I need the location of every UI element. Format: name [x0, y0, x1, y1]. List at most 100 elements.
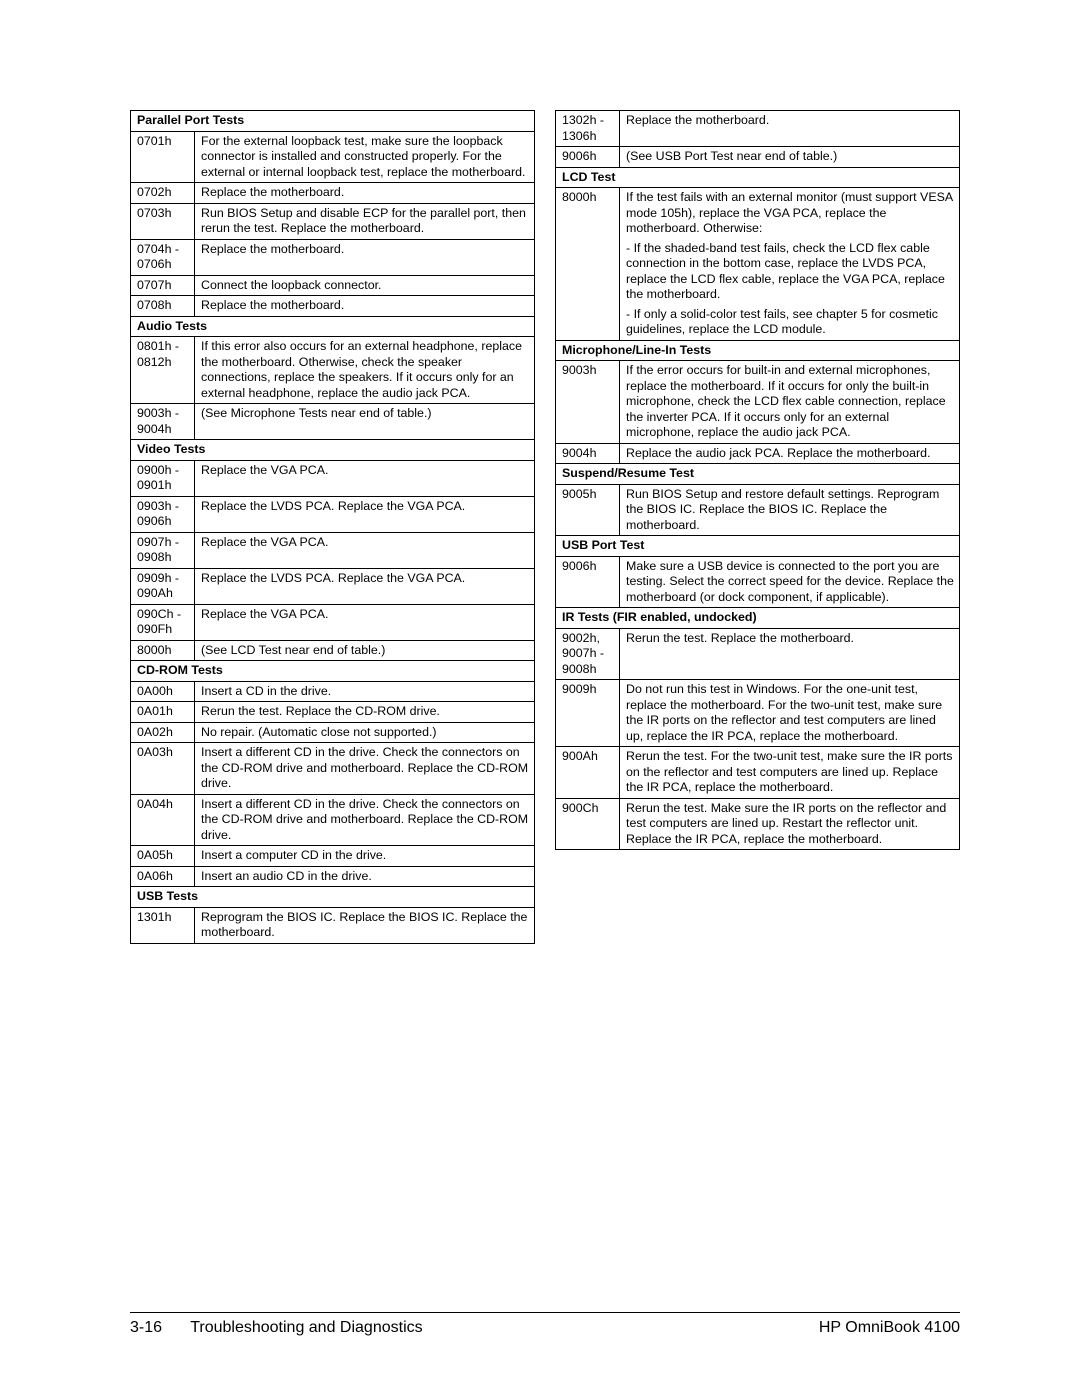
desc-cell: (See Microphone Tests near end of table.… — [195, 404, 535, 440]
table-row: USB Tests — [131, 887, 535, 908]
code-cell: 0A02h — [131, 722, 195, 743]
table-row: Suspend/Resume Test — [556, 464, 960, 485]
code-cell: 9002h, 9007h - 9008h — [556, 628, 620, 680]
desc-cell: If the error occurs for built-in and ext… — [620, 361, 960, 444]
table-row: Video Tests — [131, 440, 535, 461]
table-row: Parallel Port Tests — [131, 111, 535, 132]
table-row: 9006h(See USB Port Test near end of tabl… — [556, 147, 960, 168]
code-cell: 0909h - 090Ah — [131, 568, 195, 604]
code-cell: 9004h — [556, 443, 620, 464]
desc-cell: Replace the motherboard. — [195, 183, 535, 204]
desc-cell: Rerun the test. For the two-unit test, m… — [620, 747, 960, 799]
section-header-cell: Microphone/Line-In Tests — [556, 340, 960, 361]
code-cell: 0A05h — [131, 846, 195, 867]
table-row: 0701hFor the external loopback test, mak… — [131, 131, 535, 183]
right-table: 1302h - 1306hReplace the motherboard.900… — [555, 110, 960, 850]
table-row: 9009hDo not run this test in Windows. Fo… — [556, 680, 960, 747]
desc-cell: Replace the motherboard. — [620, 111, 960, 147]
page-number: 3-16 — [130, 1319, 162, 1336]
desc-cell: Insert an audio CD in the drive. — [195, 866, 535, 887]
table-row: 900AhRerun the test. For the two-unit te… — [556, 747, 960, 799]
table-row: 0A01hRerun the test. Replace the CD-ROM … — [131, 702, 535, 723]
desc-cell: Insert a different CD in the drive. Chec… — [195, 743, 535, 795]
product-name: HP OmniBook 4100 — [819, 1319, 960, 1337]
desc-cell: (See USB Port Test near end of table.) — [620, 147, 960, 168]
code-cell: 0801h - 0812h — [131, 337, 195, 404]
desc-cell: If the test fails with an external monit… — [620, 188, 960, 341]
desc-cell: Replace the motherboard. — [195, 296, 535, 317]
table-row: 0909h - 090AhReplace the LVDS PCA. Repla… — [131, 568, 535, 604]
table-row: 0A02hNo repair. (Automatic close not sup… — [131, 722, 535, 743]
desc-cell: Insert a computer CD in the drive. — [195, 846, 535, 867]
section-header-cell: Audio Tests — [131, 316, 535, 337]
code-cell: 1302h - 1306h — [556, 111, 620, 147]
desc-cell: Rerun the test. Make sure the IR ports o… — [620, 798, 960, 850]
table-row: Audio Tests — [131, 316, 535, 337]
desc-cell: Insert a different CD in the drive. Chec… — [195, 794, 535, 846]
code-cell: 090Ch - 090Fh — [131, 604, 195, 640]
table-row: 0703hRun BIOS Setup and disable ECP for … — [131, 203, 535, 239]
table-row: 0704h - 0706hReplace the motherboard. — [131, 239, 535, 275]
table-row: 9003h - 9004h(See Microphone Tests near … — [131, 404, 535, 440]
section-header-cell: LCD Test — [556, 167, 960, 188]
code-cell: 0A03h — [131, 743, 195, 795]
page-footer: 3-16 Troubleshooting and Diagnostics HP … — [130, 1312, 960, 1337]
table-row: LCD Test — [556, 167, 960, 188]
code-cell: 900Ah — [556, 747, 620, 799]
code-cell: 0A06h — [131, 866, 195, 887]
table-row: 0A03hInsert a different CD in the drive.… — [131, 743, 535, 795]
desc-cell: Replace the LVDS PCA. Replace the VGA PC… — [195, 568, 535, 604]
desc-cell: Replace the motherboard. — [195, 239, 535, 275]
desc-cell: Replace the VGA PCA. — [195, 532, 535, 568]
footer-left: 3-16 Troubleshooting and Diagnostics — [130, 1319, 423, 1337]
code-cell: 0701h — [131, 131, 195, 183]
table-row: 9002h, 9007h - 9008hRerun the test. Repl… — [556, 628, 960, 680]
section-header-cell: USB Tests — [131, 887, 535, 908]
code-cell: 9006h — [556, 147, 620, 168]
table-row: 8000h(See LCD Test near end of table.) — [131, 640, 535, 661]
desc-cell: Reprogram the BIOS IC. Replace the BIOS … — [195, 907, 535, 943]
table-row: 0A04hInsert a different CD in the drive.… — [131, 794, 535, 846]
section-header-cell: Video Tests — [131, 440, 535, 461]
code-cell: 9005h — [556, 484, 620, 536]
code-cell: 0900h - 0901h — [131, 460, 195, 496]
desc-cell: (See LCD Test near end of table.) — [195, 640, 535, 661]
desc-cell: For the external loopback test, make sur… — [195, 131, 535, 183]
desc-cell: Replace the VGA PCA. — [195, 460, 535, 496]
table-row: USB Port Test — [556, 536, 960, 557]
table-row: 0801h - 0812hIf this error also occurs f… — [131, 337, 535, 404]
section-title: Troubleshooting and Diagnostics — [190, 1319, 422, 1336]
code-cell: 0A00h — [131, 681, 195, 702]
code-cell: 0A01h — [131, 702, 195, 723]
code-cell: 0702h — [131, 183, 195, 204]
desc-cell: Insert a CD in the drive. — [195, 681, 535, 702]
table-row: 0708hReplace the motherboard. — [131, 296, 535, 317]
code-cell: 9003h — [556, 361, 620, 444]
desc-cell: Connect the loopback connector. — [195, 275, 535, 296]
desc-cell: Run BIOS Setup and disable ECP for the p… — [195, 203, 535, 239]
code-cell: 9006h — [556, 556, 620, 608]
desc-cell: If this error also occurs for an externa… — [195, 337, 535, 404]
left-table: Parallel Port Tests0701hFor the external… — [130, 110, 535, 944]
table-row: IR Tests (FIR enabled, undocked) — [556, 608, 960, 629]
section-header-cell: Parallel Port Tests — [131, 111, 535, 132]
table-row: 900ChRerun the test. Make sure the IR po… — [556, 798, 960, 850]
table-row: 9005hRun BIOS Setup and restore default … — [556, 484, 960, 536]
desc-cell: Run BIOS Setup and restore default setti… — [620, 484, 960, 536]
desc-cell: Make sure a USB device is connected to t… — [620, 556, 960, 608]
table-row: CD-ROM Tests — [131, 661, 535, 682]
desc-cell: Replace the audio jack PCA. Replace the … — [620, 443, 960, 464]
table-row: 0A05hInsert a computer CD in the drive. — [131, 846, 535, 867]
code-cell: 8000h — [131, 640, 195, 661]
code-cell: 0708h — [131, 296, 195, 317]
table-row: 0900h - 0901hReplace the VGA PCA. — [131, 460, 535, 496]
code-cell: 0704h - 0706h — [131, 239, 195, 275]
table-row: Microphone/Line-In Tests — [556, 340, 960, 361]
table-row: 9006hMake sure a USB device is connected… — [556, 556, 960, 608]
code-cell: 0903h - 0906h — [131, 496, 195, 532]
table-row: 0907h - 0908hReplace the VGA PCA. — [131, 532, 535, 568]
code-cell: 9009h — [556, 680, 620, 747]
code-cell: 900Ch — [556, 798, 620, 850]
table-row: 0A00hInsert a CD in the drive. — [131, 681, 535, 702]
desc-cell: Rerun the test. Replace the CD-ROM drive… — [195, 702, 535, 723]
